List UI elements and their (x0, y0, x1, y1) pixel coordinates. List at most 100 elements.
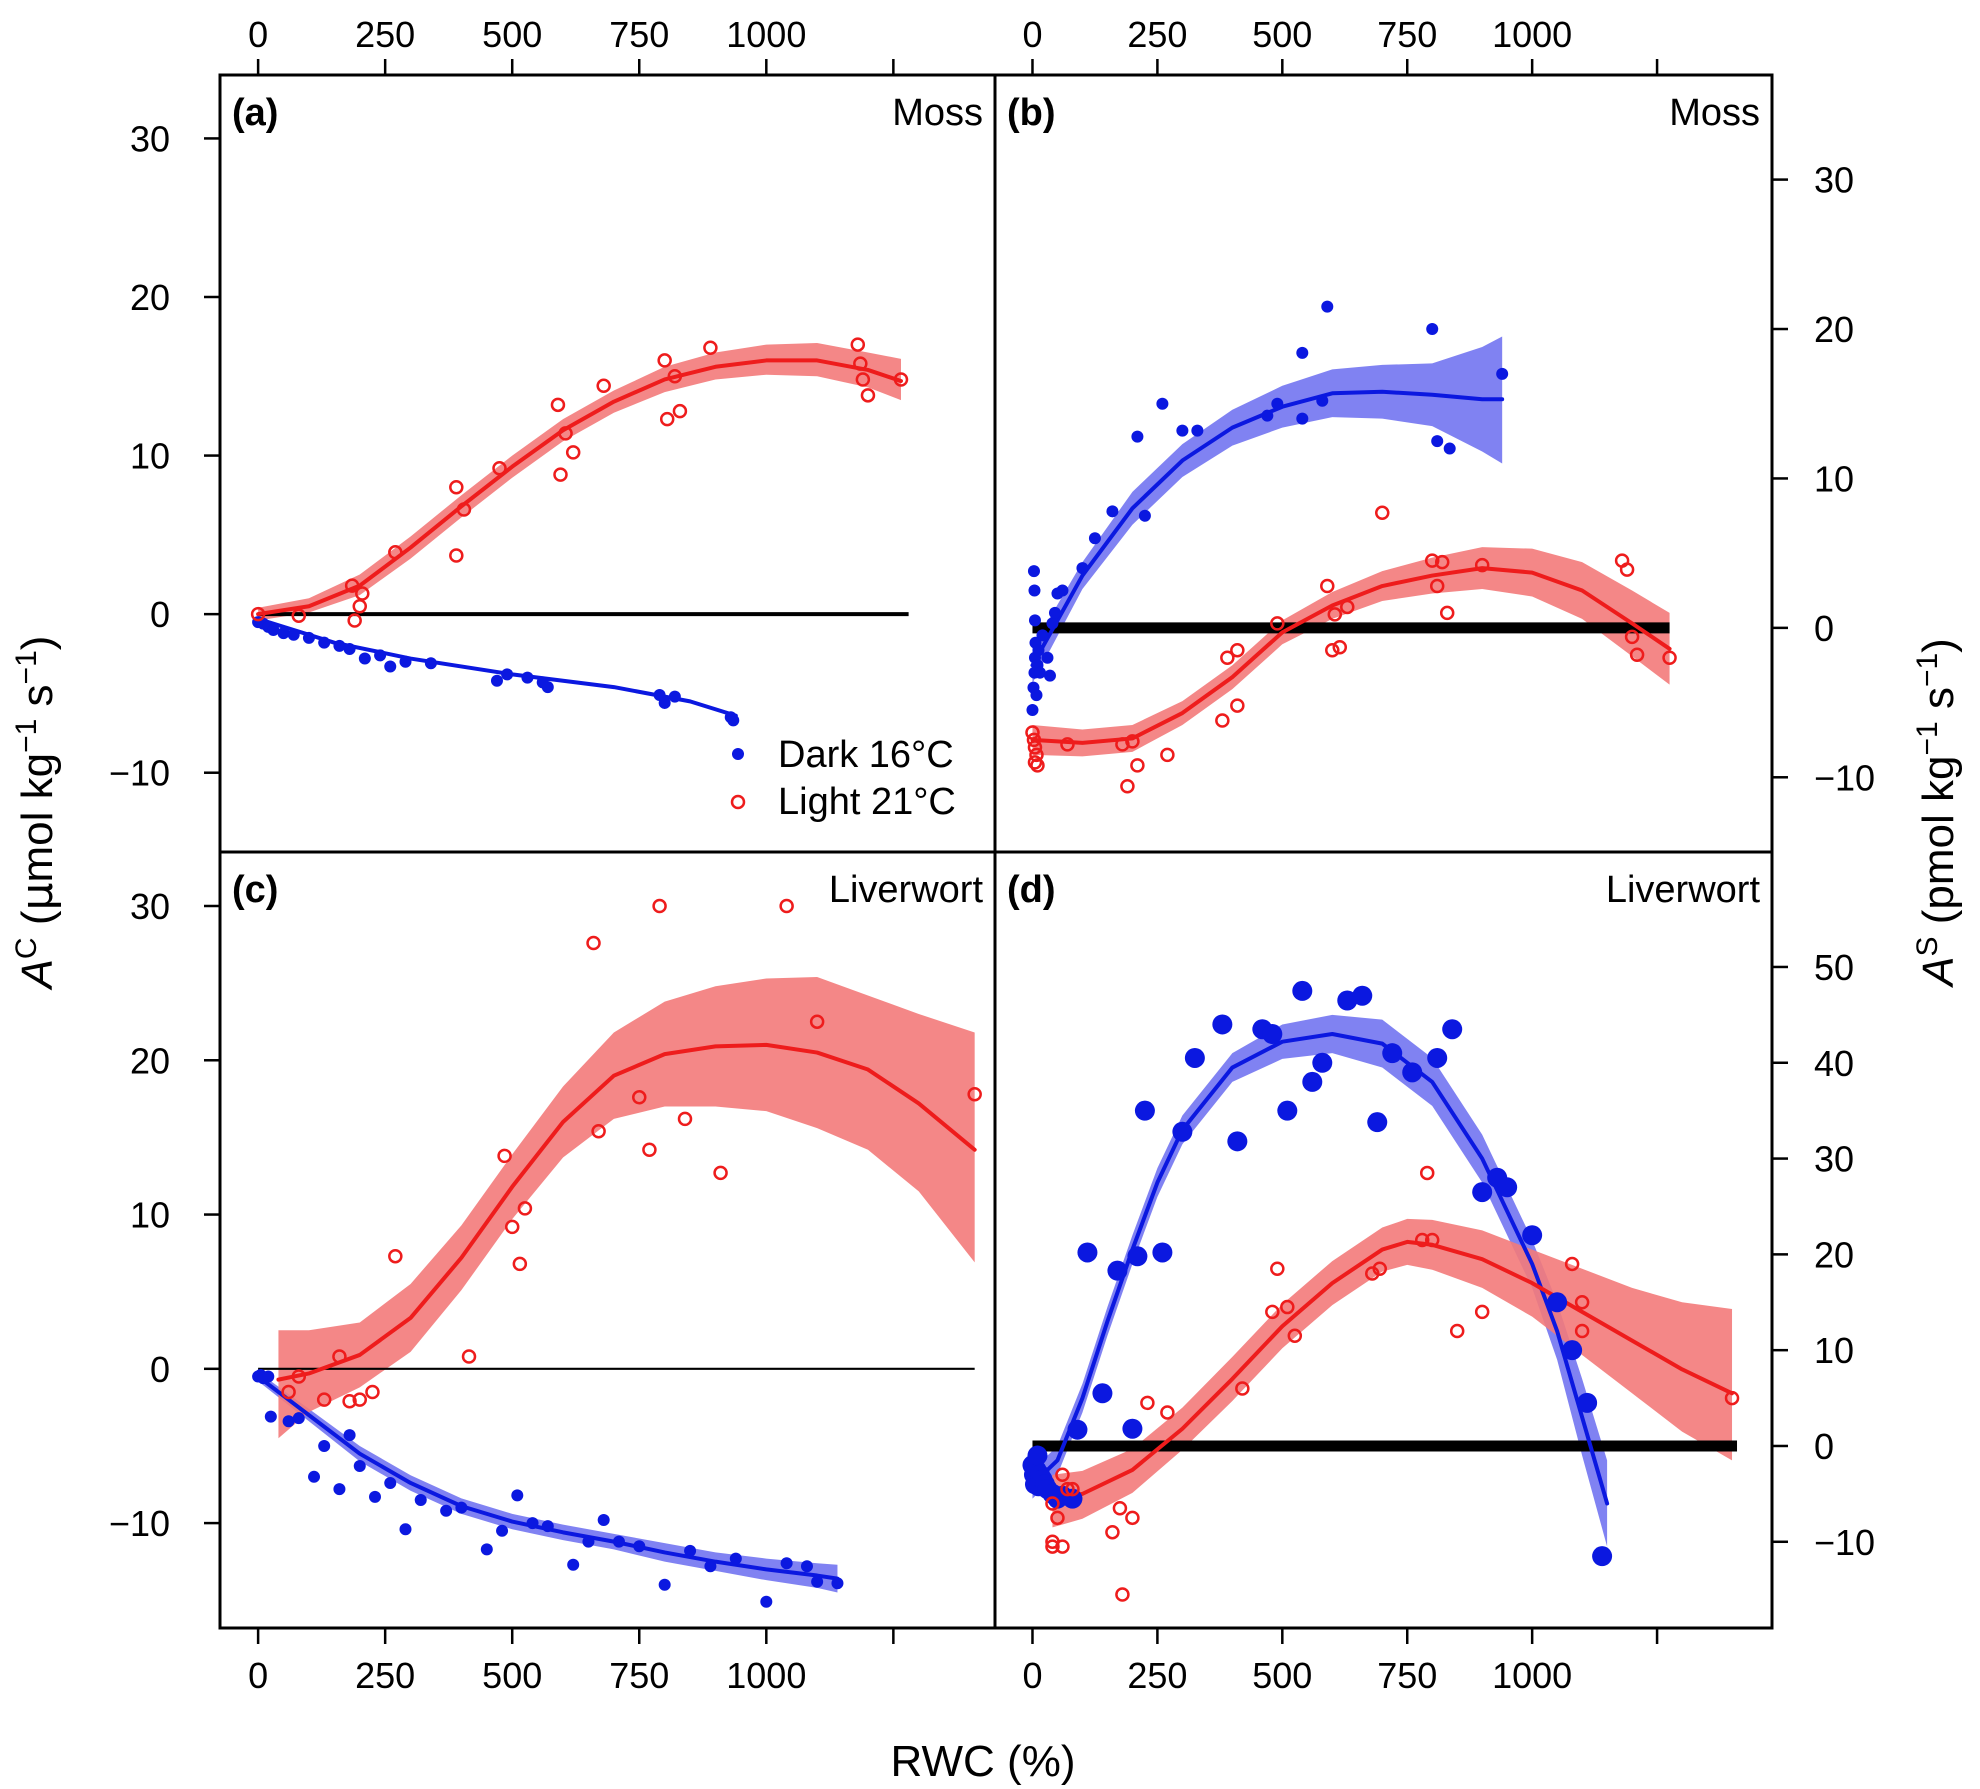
light-data-point (1327, 607, 1343, 622)
x-tick-label: 0 (248, 14, 268, 55)
light-data-point (1112, 1500, 1128, 1516)
dark-data-point (1032, 644, 1045, 657)
dark-data-point (1472, 1182, 1493, 1203)
dark-data-point (1212, 1014, 1233, 1035)
light-data-point (1340, 599, 1355, 615)
dark-data-point (1106, 505, 1119, 518)
light-data-point (853, 356, 868, 371)
light-data-point (1220, 650, 1235, 665)
legend: Dark 16°C Light 21°C (730, 734, 956, 823)
legend-light-marker (730, 794, 746, 810)
light-data-point (355, 586, 370, 601)
light-data-point (1280, 1299, 1295, 1315)
light-data-point (586, 935, 601, 951)
dark-data-point (1427, 1047, 1448, 1068)
light-data-point (850, 337, 866, 352)
light-data-point (672, 403, 688, 419)
dark-data-point (567, 1558, 580, 1571)
light-data-point (352, 1392, 368, 1407)
light-data-point (492, 461, 507, 476)
light-data-point (461, 1349, 477, 1364)
dark-data-point (282, 1415, 295, 1428)
dark-data-point (1431, 435, 1444, 448)
dark-data-point (384, 660, 397, 673)
light-data-point (1125, 1510, 1140, 1526)
light-data-point (1045, 1496, 1060, 1511)
light-data-point (1140, 1395, 1155, 1411)
x-axis: 0 250 500 750 1000 (1022, 1626, 1659, 1696)
y-tick-label: 0 (150, 1349, 170, 1390)
light-data-point (1055, 1467, 1070, 1482)
dark-data-point (333, 1483, 346, 1496)
dark-data-point (308, 1470, 321, 1483)
dark-data-point (1036, 629, 1049, 642)
light-data-point (1564, 1256, 1580, 1272)
dark-data-point (582, 1535, 595, 1548)
dark-data-point (541, 681, 554, 694)
dark-data-point (1026, 704, 1039, 717)
light-data-point (1120, 779, 1135, 794)
light-data-point (1724, 1390, 1740, 1406)
dark-data-point (684, 1544, 697, 1557)
legend-dark-marker (732, 748, 744, 760)
x-tick-label: 0 (248, 1655, 268, 1696)
dark-data-point (318, 1439, 331, 1452)
panel-group-name: Liverwort (829, 869, 984, 911)
light-data-point (1624, 629, 1640, 645)
dark-data-point (1077, 1242, 1098, 1263)
dark-data-point (1277, 1100, 1298, 1121)
light-data-point (1050, 1510, 1065, 1526)
x-axis: 0 250 500 750 1000 (1022, 14, 1659, 77)
x-tick-label: 250 (355, 14, 415, 55)
x-tick-label: 500 (482, 1655, 542, 1696)
plot-area (1025, 300, 1677, 794)
dark-data-point (1312, 1052, 1333, 1073)
light-fit-line (1030, 566, 1672, 745)
panel-tag: (c) (232, 869, 278, 911)
dark-data-point (1131, 430, 1144, 443)
dark-data-point (1292, 980, 1313, 1001)
light-data-point (591, 1123, 606, 1139)
plot-area (250, 337, 909, 727)
y-tick-label: −10 (109, 753, 170, 794)
light-data-point (365, 1384, 380, 1400)
dark-data-point (369, 1490, 381, 1503)
x-axis-title: RWC (%) (891, 1737, 1076, 1786)
dark-data-point (384, 1476, 397, 1489)
light-data-point (1332, 640, 1348, 655)
x-tick-label: 750 (609, 14, 669, 55)
light-data-point (1287, 1328, 1303, 1344)
light-data-point (1060, 737, 1075, 752)
dark-data-point (1227, 1131, 1248, 1152)
light-data-point (388, 1248, 403, 1264)
light-data-point (342, 1393, 357, 1409)
y-tick-label: 0 (1814, 1426, 1834, 1467)
dark-data-point (1088, 532, 1101, 545)
y-left-unit-s: s (13, 684, 62, 718)
dark-data-point (343, 643, 356, 656)
y-tick-label: 10 (1814, 1330, 1854, 1371)
dark-data-point (1577, 1392, 1598, 1413)
light-data-point (1065, 1481, 1080, 1497)
light-data-point (1474, 1304, 1490, 1320)
y-axis: −10 0 10 20 30 (1770, 160, 1875, 798)
light-data-point (1030, 758, 1045, 773)
dark-data-point (511, 1489, 524, 1502)
dark-data-point (1296, 412, 1309, 425)
dark-data-point (1056, 584, 1069, 597)
light-data-point (659, 411, 675, 427)
y-axis-title-left: AC (μmol kg−1 s−1) (10, 636, 63, 992)
light-data-point (449, 480, 464, 495)
light-data-point (558, 426, 573, 441)
dark-data-point (496, 1524, 509, 1537)
panel-c: 0 250 500 750 1000 −10 0 10 20 30 (c) Liverwort (109, 850, 997, 1696)
x-tick-label: 1000 (726, 1655, 806, 1696)
dark-data-point (333, 639, 346, 652)
light-data-point (1027, 755, 1043, 770)
light-data-point (1045, 1539, 1060, 1554)
y-left-unit-exp2: −1 (10, 650, 43, 684)
dark-data-point (1547, 1292, 1568, 1313)
dark-data-point (277, 627, 290, 640)
dark-data-point (1027, 565, 1040, 578)
